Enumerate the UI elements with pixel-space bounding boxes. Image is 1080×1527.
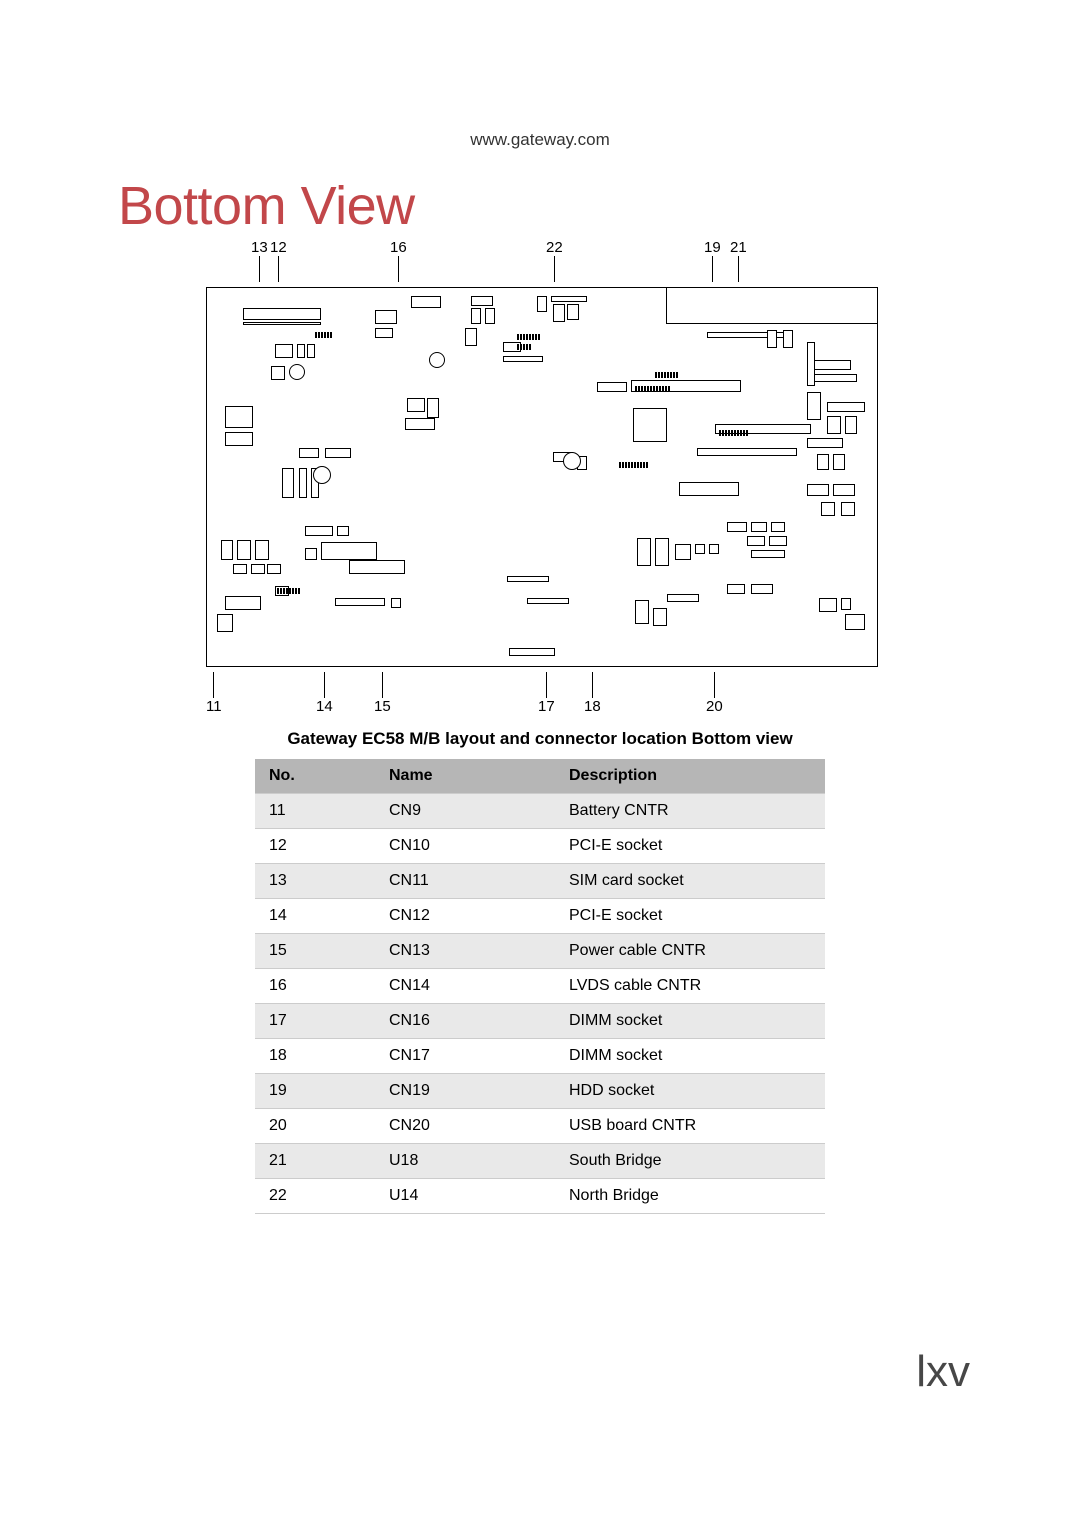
table-row: 21U18South Bridge — [255, 1144, 825, 1179]
callout-number: 22 — [546, 239, 563, 256]
callout-13: 13 — [251, 239, 268, 282]
cell-name: CN12 — [375, 899, 555, 934]
callout-number: 17 — [538, 698, 555, 715]
cell-no: 11 — [255, 794, 375, 829]
callout-11: 11 — [206, 672, 222, 715]
cell-no: 18 — [255, 1039, 375, 1074]
callout-number: 12 — [270, 239, 287, 256]
cell-name: CN13 — [375, 934, 555, 969]
callout-21: 21 — [730, 239, 747, 282]
cell-name: U18 — [375, 1144, 555, 1179]
cell-desc: LVDS cable CNTR — [555, 969, 825, 1004]
cell-name: CN11 — [375, 864, 555, 899]
cell-no: 20 — [255, 1109, 375, 1144]
callout-12: 12 — [270, 239, 287, 282]
callout-number: 21 — [730, 239, 747, 256]
table-row: 17CN16DIMM socket — [255, 1004, 825, 1039]
cell-desc: SIM card socket — [555, 864, 825, 899]
callout-number: 16 — [390, 239, 407, 256]
callout-17: 17 — [538, 672, 555, 715]
table-row: 18CN17DIMM socket — [255, 1039, 825, 1074]
table-row: 19CN19HDD socket — [255, 1074, 825, 1109]
col-header: Description — [555, 759, 825, 794]
cell-name: CN16 — [375, 1004, 555, 1039]
callout-14: 14 — [316, 672, 333, 715]
callout-19: 19 — [704, 239, 721, 282]
cell-name: CN9 — [375, 794, 555, 829]
table-row: 14CN12PCI-E socket — [255, 899, 825, 934]
cell-desc: PCI-E socket — [555, 829, 825, 864]
cell-no: 21 — [255, 1144, 375, 1179]
table-row: 11CN9Battery CNTR — [255, 794, 825, 829]
cell-desc: Battery CNTR — [555, 794, 825, 829]
col-header: Name — [375, 759, 555, 794]
cell-no: 19 — [255, 1074, 375, 1109]
cell-name: CN10 — [375, 829, 555, 864]
cell-name: U14 — [375, 1179, 555, 1214]
callout-16: 16 — [390, 239, 407, 282]
header-url: www.gateway.com — [0, 0, 1080, 150]
callout-18: 18 — [584, 672, 601, 715]
cell-name: CN19 — [375, 1074, 555, 1109]
table-row: 12CN10PCI-E socket — [255, 829, 825, 864]
table-row: 22U14North Bridge — [255, 1179, 825, 1214]
cell-no: 15 — [255, 934, 375, 969]
cell-no: 13 — [255, 864, 375, 899]
callout-20: 20 — [706, 672, 723, 715]
callout-number: 14 — [316, 698, 333, 715]
cell-desc: South Bridge — [555, 1144, 825, 1179]
cell-no: 14 — [255, 899, 375, 934]
page-title: Bottom View — [118, 175, 1080, 237]
callout-number: 19 — [704, 239, 721, 256]
col-header: No. — [255, 759, 375, 794]
cell-no: 22 — [255, 1179, 375, 1214]
pcb-diagram: 1312 16 22 19 21 — [206, 239, 878, 715]
connector-table: No.NameDescription 11CN9Battery CNTR12CN… — [255, 759, 825, 1214]
callout-number: 11 — [206, 698, 222, 715]
cell-name: CN20 — [375, 1109, 555, 1144]
page-number: lxv — [916, 1347, 970, 1397]
cell-name: CN17 — [375, 1039, 555, 1074]
callout-number: 15 — [374, 698, 391, 715]
diagram-caption: Gateway EC58 M/B layout and connector lo… — [0, 729, 1080, 749]
cell-desc: North Bridge — [555, 1179, 825, 1214]
cell-desc: USB board CNTR — [555, 1109, 825, 1144]
callout-22: 22 — [546, 239, 563, 282]
cell-desc: HDD socket — [555, 1074, 825, 1109]
callout-number: 18 — [584, 698, 601, 715]
cell-name: CN14 — [375, 969, 555, 1004]
cell-no: 12 — [255, 829, 375, 864]
table-row: 20CN20USB board CNTR — [255, 1109, 825, 1144]
cell-desc: Power cable CNTR — [555, 934, 825, 969]
cell-desc: DIMM socket — [555, 1004, 825, 1039]
pcb-board — [206, 287, 878, 667]
cell-desc: DIMM socket — [555, 1039, 825, 1074]
cell-no: 17 — [255, 1004, 375, 1039]
cell-no: 16 — [255, 969, 375, 1004]
table-row: 13CN11SIM card socket — [255, 864, 825, 899]
table-row: 16CN14LVDS cable CNTR — [255, 969, 825, 1004]
callout-number: 13 — [251, 239, 268, 256]
callout-15: 15 — [374, 672, 391, 715]
table-row: 15CN13Power cable CNTR — [255, 934, 825, 969]
cell-desc: PCI-E socket — [555, 899, 825, 934]
callout-number: 20 — [706, 698, 723, 715]
